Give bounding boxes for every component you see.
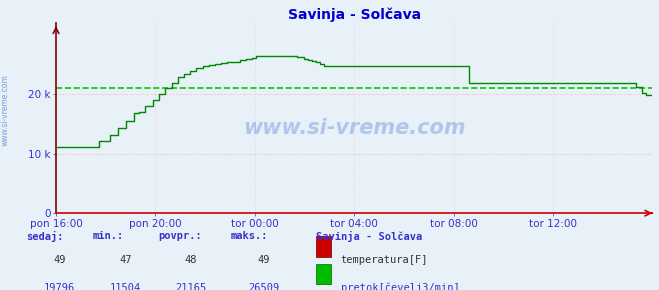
- Text: 48: 48: [185, 255, 197, 265]
- Text: pretok[čevelj3/min]: pretok[čevelj3/min]: [341, 283, 459, 290]
- Bar: [316, 264, 331, 284]
- Text: min.:: min.:: [92, 231, 123, 240]
- Text: temperatura[F]: temperatura[F]: [341, 255, 428, 265]
- Text: 21165: 21165: [175, 283, 207, 290]
- Text: 19796: 19796: [43, 283, 75, 290]
- Text: 11504: 11504: [109, 283, 141, 290]
- Text: povpr.:: povpr.:: [158, 231, 202, 240]
- Text: 49: 49: [258, 255, 270, 265]
- Text: sedaj:: sedaj:: [26, 231, 64, 242]
- Text: www.si-vreme.com: www.si-vreme.com: [1, 74, 10, 146]
- Text: 26509: 26509: [248, 283, 279, 290]
- Text: maks.:: maks.:: [231, 231, 268, 240]
- Bar: [316, 236, 331, 257]
- Title: Savinja - Solčava: Savinja - Solčava: [287, 8, 421, 22]
- Text: Savinja - Solčava: Savinja - Solčava: [316, 231, 422, 242]
- Text: 49: 49: [53, 255, 65, 265]
- Text: www.si-vreme.com: www.si-vreme.com: [243, 118, 465, 138]
- Text: 47: 47: [119, 255, 131, 265]
